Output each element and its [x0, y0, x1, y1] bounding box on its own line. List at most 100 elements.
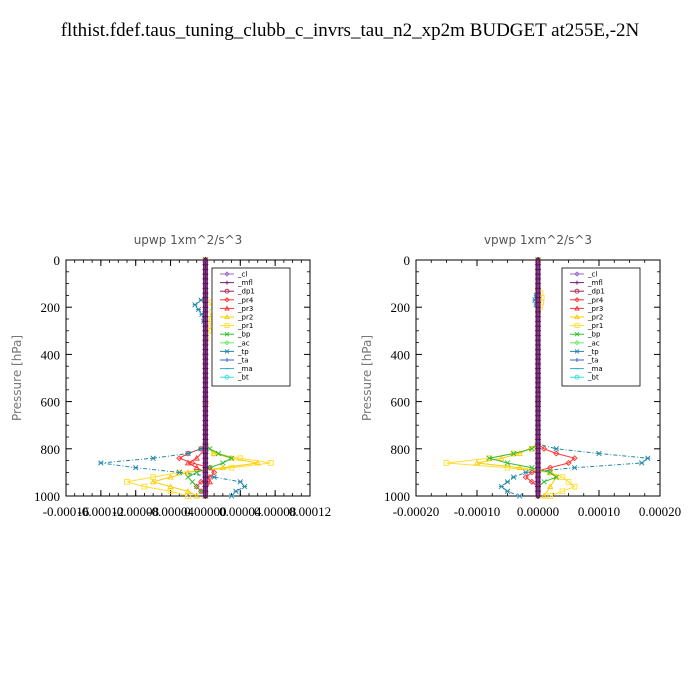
legend-label: _pr3: [587, 305, 603, 313]
y-tick-label: 800: [391, 442, 411, 457]
legend: _cl_mfl_dp1_pr4_pr3_pr2_pr1_bp_ac_tp_ta_…: [211, 267, 291, 387]
series-line: [446, 260, 576, 497]
series-marker: [553, 474, 560, 480]
series-marker: [535, 299, 541, 305]
legend-label: _bp: [587, 331, 601, 339]
series-marker: [167, 473, 174, 480]
series-marker: [206, 478, 213, 485]
series-marker: [504, 464, 511, 471]
series-marker: [198, 488, 204, 494]
x-tick-label: 0.00012: [289, 504, 331, 519]
series-marker: [535, 347, 541, 353]
series-marker: [535, 460, 541, 466]
legend-label: _pr3: [237, 305, 253, 313]
series-marker: [535, 399, 541, 405]
y-axis-label: Pressure [hPa]: [10, 335, 24, 421]
series-marker: [535, 436, 541, 442]
series-marker: [220, 460, 226, 466]
series-marker: [176, 455, 183, 462]
series-marker: [535, 309, 541, 315]
series-marker: [192, 302, 198, 308]
series-marker: [132, 464, 139, 471]
legend-label: _cl: [587, 271, 597, 279]
y-tick-label: 600: [41, 395, 61, 410]
legend-marker: [574, 271, 580, 277]
series-marker: [202, 422, 208, 428]
series-marker: [547, 493, 554, 499]
series-marker: [535, 271, 541, 277]
series-marker: [241, 483, 248, 490]
series-marker: [254, 459, 261, 466]
legend-label: _ma: [237, 365, 253, 373]
series-marker: [535, 366, 541, 372]
series-marker: [176, 469, 183, 476]
series-marker: [237, 479, 244, 485]
series-marker: [522, 474, 529, 481]
series-marker: [535, 342, 541, 348]
series-marker: [535, 285, 541, 291]
x-tick-label: 0.00020: [639, 504, 681, 519]
legend-marker: [574, 331, 580, 337]
y-tick-label: 1000: [34, 489, 60, 504]
series-marker: [228, 455, 235, 461]
y-tick-label: 200: [391, 300, 411, 315]
y-tick-label: 400: [391, 347, 411, 362]
series-marker: [202, 295, 208, 301]
series-marker: [535, 370, 541, 376]
legend-marker: [224, 323, 230, 329]
x-tick-label: -0.00012: [78, 504, 125, 519]
panel-title: upwp 1xm^2/s^3: [134, 233, 243, 247]
series-marker: [498, 483, 505, 490]
series-marker: [202, 304, 208, 310]
series-marker: [202, 262, 208, 268]
series-marker: [228, 464, 235, 471]
series-marker: [202, 403, 208, 409]
series-marker: [571, 455, 578, 462]
legend-label: _dp1: [587, 288, 605, 296]
legend-label: _cl: [237, 271, 247, 279]
series-marker: [516, 493, 523, 499]
series-marker: [535, 465, 541, 471]
series-marker: [559, 474, 566, 480]
series-marker: [535, 403, 541, 409]
legend-marker: [224, 349, 230, 354]
series-marker: [202, 290, 208, 296]
series-marker: [207, 464, 213, 471]
series-marker: [149, 478, 157, 485]
series-pr4: [176, 256, 218, 500]
series-marker: [547, 483, 554, 489]
series-marker: [535, 314, 541, 320]
series-marker: [202, 389, 208, 395]
legend-label: _dp1: [237, 288, 255, 296]
series-marker: [202, 479, 208, 485]
series-marker: [202, 309, 208, 315]
series-marker: [202, 328, 208, 334]
series-marker: [535, 257, 541, 263]
y-tick-label: 400: [41, 347, 61, 362]
series-marker: [167, 483, 174, 489]
y-axis-label: Pressure [hPa]: [360, 335, 374, 421]
series-marker: [535, 337, 541, 343]
panel-title: vpwp 1xm^2/s^3: [484, 233, 592, 247]
series-marker: [535, 351, 541, 357]
legend-label: _pr2: [587, 314, 603, 322]
legend-marker: [574, 349, 580, 354]
series-marker: [193, 483, 200, 490]
series-marker: [535, 488, 541, 494]
series-marker: [504, 488, 511, 494]
series-marker: [202, 451, 208, 457]
series-marker: [535, 389, 541, 395]
series-line: [489, 260, 558, 496]
series-bp: [486, 257, 560, 499]
series-marker: [267, 460, 274, 466]
series-marker: [535, 417, 541, 423]
series-marker: [535, 375, 541, 381]
series-marker: [202, 281, 208, 287]
series-marker: [202, 318, 208, 324]
x-tick-label: -0.00020: [393, 504, 440, 519]
legend-marker: [225, 280, 229, 285]
series-marker: [210, 450, 218, 456]
x-tick-label: -0.00010: [454, 504, 501, 519]
series-marker: [535, 361, 541, 367]
